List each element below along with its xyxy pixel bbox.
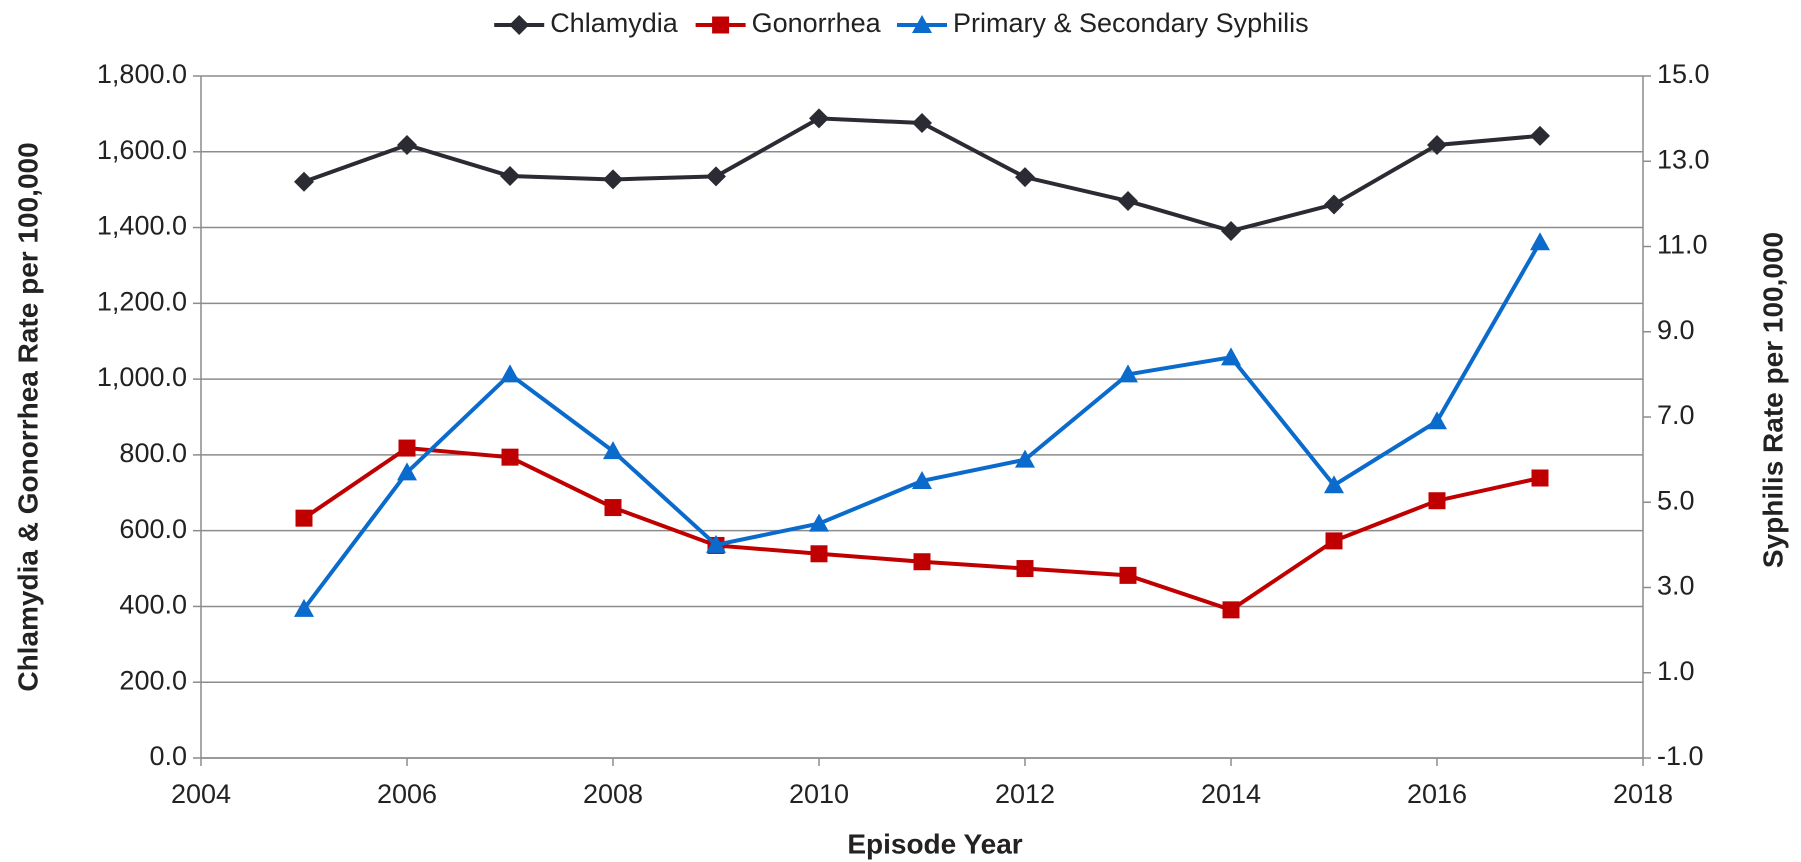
marker bbox=[912, 470, 932, 489]
marker bbox=[294, 171, 314, 192]
marker bbox=[809, 513, 829, 532]
y2-tick-label: 5.0 bbox=[1657, 485, 1695, 515]
x-axis-title: Episode Year bbox=[847, 828, 1022, 859]
y-tick-label: 400.0 bbox=[119, 590, 187, 620]
marker bbox=[706, 166, 726, 187]
marker bbox=[1324, 194, 1344, 215]
y-tick-label: 1,200.0 bbox=[97, 286, 187, 316]
marker bbox=[397, 462, 417, 481]
x-tick-label: 2010 bbox=[789, 779, 849, 809]
legend-label: Primary & Secondary Syphilis bbox=[953, 8, 1309, 38]
marker bbox=[809, 108, 829, 129]
marker bbox=[603, 441, 623, 460]
marker bbox=[810, 545, 828, 563]
y2-axis-title: Syphilis Rate per 100,000 bbox=[1757, 232, 1788, 568]
y-tick-label: 1,000.0 bbox=[97, 362, 187, 392]
marker bbox=[1428, 492, 1446, 510]
marker bbox=[501, 448, 519, 466]
marker bbox=[397, 134, 417, 155]
y2-tick-label: -1.0 bbox=[1657, 741, 1704, 771]
y2-tick-label: 9.0 bbox=[1657, 315, 1695, 345]
marker bbox=[509, 15, 530, 35]
x-tick-label: 2012 bbox=[995, 779, 1055, 809]
marker bbox=[1530, 232, 1550, 251]
y-axis-title: Chlamydia & Gonorrhea Rate per 100,000 bbox=[12, 142, 43, 691]
marker bbox=[1015, 167, 1035, 188]
marker bbox=[912, 15, 932, 33]
marker bbox=[1016, 560, 1034, 578]
marker bbox=[1118, 364, 1138, 383]
y-tick-label: 1,600.0 bbox=[97, 135, 187, 165]
marker bbox=[706, 534, 726, 553]
y2-tick-label: 13.0 bbox=[1657, 144, 1710, 174]
y-tick-label: 200.0 bbox=[119, 665, 187, 695]
y-tick-label: 600.0 bbox=[119, 514, 187, 544]
marker bbox=[913, 553, 931, 571]
marker bbox=[398, 439, 416, 457]
x-tick-label: 2016 bbox=[1407, 779, 1467, 809]
x-tick-label: 2008 bbox=[583, 779, 643, 809]
x-tick-label: 2014 bbox=[1201, 779, 1261, 809]
marker bbox=[294, 598, 314, 617]
marker bbox=[604, 499, 622, 517]
legend-label: Chlamydia bbox=[550, 8, 679, 38]
x-tick-label: 2006 bbox=[377, 779, 437, 809]
legend-label: Gonorrhea bbox=[752, 8, 882, 38]
marker bbox=[912, 112, 932, 133]
marker bbox=[1325, 532, 1343, 550]
marker bbox=[1427, 411, 1447, 430]
y-tick-label: 1,400.0 bbox=[97, 211, 187, 241]
y-tick-label: 0.0 bbox=[149, 741, 187, 771]
marker bbox=[500, 364, 520, 383]
y2-tick-label: 3.0 bbox=[1657, 571, 1695, 601]
x-tick-label: 2018 bbox=[1613, 779, 1673, 809]
y-tick-label: 800.0 bbox=[119, 438, 187, 468]
marker bbox=[1530, 125, 1550, 146]
marker bbox=[712, 16, 730, 34]
marker bbox=[1221, 347, 1241, 366]
marker bbox=[295, 509, 313, 527]
y-tick-label: 1,800.0 bbox=[97, 59, 187, 89]
y2-tick-label: 7.0 bbox=[1657, 400, 1695, 430]
marker bbox=[1119, 566, 1137, 584]
marker bbox=[1531, 469, 1549, 487]
marker bbox=[1427, 134, 1447, 155]
marker bbox=[1118, 191, 1138, 212]
marker bbox=[1324, 475, 1344, 494]
marker bbox=[500, 166, 520, 187]
y2-tick-label: 11.0 bbox=[1657, 230, 1708, 260]
series-line bbox=[303, 116, 1541, 234]
x-tick-label: 2004 bbox=[171, 779, 231, 809]
y2-tick-label: 1.0 bbox=[1657, 656, 1695, 686]
marker bbox=[1015, 449, 1035, 468]
y2-tick-label: 15.0 bbox=[1657, 59, 1710, 89]
marker bbox=[1221, 220, 1241, 241]
marker bbox=[1222, 601, 1240, 619]
marker bbox=[603, 169, 623, 190]
